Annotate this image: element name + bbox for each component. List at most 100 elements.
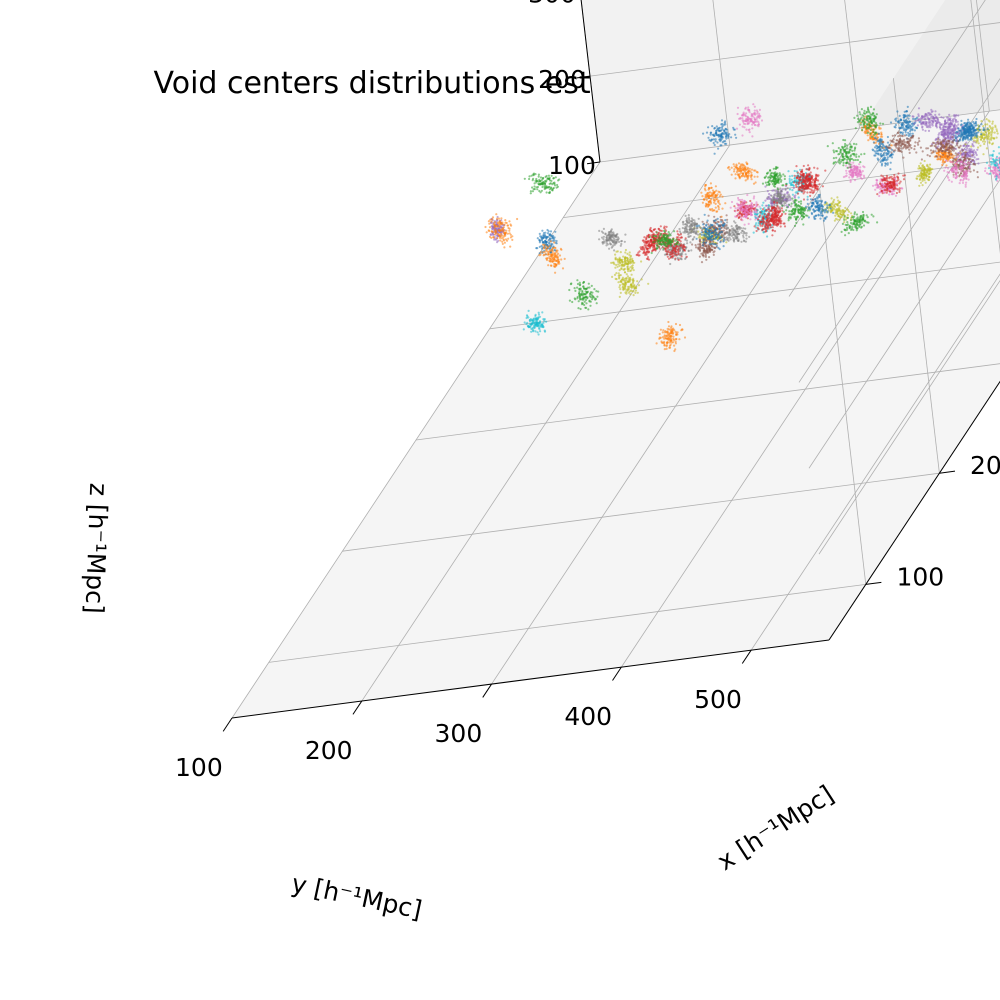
scatter-point: [980, 123, 983, 126]
x-axis-line: [828, 380, 1000, 641]
scatter-point: [698, 255, 702, 258]
scatter-point: [795, 176, 799, 179]
scatter-point: [652, 232, 655, 235]
scatter-point: [879, 180, 882, 183]
scatter-point: [859, 166, 862, 169]
scatter-point: [730, 225, 733, 228]
scatter-point: [970, 148, 973, 151]
scatter-point: [698, 240, 702, 243]
scatter-point: [585, 302, 588, 305]
scatter-point: [809, 184, 812, 187]
scatter-point: [867, 139, 870, 142]
grid-line: [750, 273, 1000, 651]
scatter-point: [771, 211, 774, 214]
void-cluster: [522, 309, 548, 336]
scatter-point: [809, 198, 813, 201]
scatter-point: [903, 115, 906, 118]
scatter-point: [681, 226, 684, 230]
scatter-point: [898, 150, 901, 153]
scatter-point: [578, 290, 581, 293]
scatter-point: [832, 200, 835, 203]
scatter-point: [674, 342, 678, 345]
scatter-point: [799, 200, 803, 203]
scatter-point: [665, 347, 668, 350]
scatter-point: [676, 331, 679, 334]
scatter-point: [901, 122, 904, 125]
scatter-point: [852, 222, 856, 225]
scatter-point: [970, 136, 973, 139]
scatter-point: [980, 120, 983, 123]
scatter-point: [962, 133, 965, 136]
scatter-point: [792, 181, 796, 184]
scatter-point: [791, 189, 794, 192]
scatter-point: [674, 257, 677, 260]
scatter-point: [966, 128, 969, 131]
scatter-point: [791, 213, 794, 216]
scatter-point: [677, 258, 680, 261]
grid-line: [970, 0, 1000, 254]
scatter-point: [853, 211, 857, 214]
scatter-point: [634, 291, 637, 294]
scatter-point: [801, 168, 804, 171]
scatter-point: [629, 254, 633, 258]
scatter-point: [737, 238, 740, 241]
void-cluster: [785, 164, 827, 195]
scatter-point: [688, 221, 691, 225]
scatter-point: [740, 240, 743, 243]
scatter-point: [836, 204, 840, 207]
scatter-point: [707, 251, 710, 254]
scatter-point: [838, 218, 841, 221]
scatter-point: [973, 156, 976, 159]
scatter-point: [621, 286, 624, 289]
scatter-point: [949, 125, 952, 128]
scatter-point: [537, 333, 540, 336]
scatter-point: [923, 167, 926, 170]
scatter-point: [907, 124, 910, 127]
scatter-point: [632, 294, 635, 297]
scatter-point: [874, 188, 877, 191]
scatter-point: [652, 244, 656, 247]
scatter-point: [649, 226, 652, 230]
scatter-point: [899, 131, 902, 134]
scatter-point: [819, 211, 822, 214]
scatter-point: [614, 253, 617, 256]
scatter-point: [810, 188, 813, 191]
scatter-point: [667, 320, 670, 324]
scatter-point: [977, 128, 981, 131]
scatter-point: [690, 249, 693, 252]
scatter-point: [537, 313, 541, 316]
scatter-point: [817, 206, 820, 209]
scatter-point: [875, 179, 878, 182]
scatter-point: [667, 257, 671, 260]
scatter-point: [697, 243, 700, 246]
scatter-point: [611, 261, 615, 264]
scatter-point: [820, 200, 823, 204]
scatter-point: [896, 142, 899, 145]
scatter-point: [739, 227, 743, 230]
void-cluster: [678, 214, 709, 241]
scatter-point: [821, 205, 825, 208]
scatter-point: [543, 330, 547, 333]
scatter-point: [918, 140, 921, 143]
scatter-point: [664, 330, 667, 333]
scatter-point: [948, 155, 951, 158]
scatter-point: [666, 330, 669, 333]
scatter-point: [787, 196, 790, 199]
scatter-point: [942, 116, 945, 119]
scatter-point: [815, 214, 818, 217]
scatter-point: [742, 215, 745, 218]
scatter-point: [658, 336, 661, 339]
scatter-point: [902, 146, 906, 149]
scatter-point: [674, 250, 677, 253]
scatter-point: [670, 326, 673, 329]
scatter-point: [582, 285, 585, 288]
scatter-point: [906, 114, 910, 117]
scatter-point: [746, 204, 750, 207]
scatter-point: [635, 285, 638, 288]
scatter-point: [972, 120, 975, 124]
scatter-point: [627, 280, 630, 284]
scatter-point: [796, 192, 800, 195]
scatter-point: [748, 204, 752, 207]
scatter-point: [900, 144, 903, 147]
scatter-point: [672, 327, 675, 330]
